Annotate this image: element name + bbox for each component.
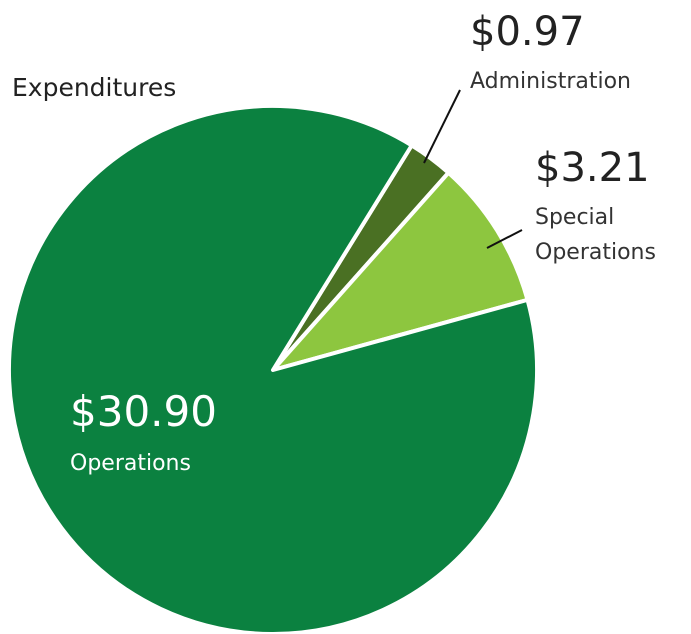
category-label: Operations [70, 451, 191, 476]
value-label: $3.21 [535, 145, 650, 191]
pie-slice [271, 170, 530, 372]
value-label: $0.97 [470, 9, 585, 55]
leader-line [423, 89, 461, 164]
pie-slice [7, 104, 539, 634]
category-label: Special Operations [535, 205, 656, 265]
category-label: Administration [470, 69, 631, 94]
chart-title: Expenditures [12, 73, 176, 102]
value-label: $30.90 [70, 387, 217, 436]
leader-line [486, 229, 523, 249]
